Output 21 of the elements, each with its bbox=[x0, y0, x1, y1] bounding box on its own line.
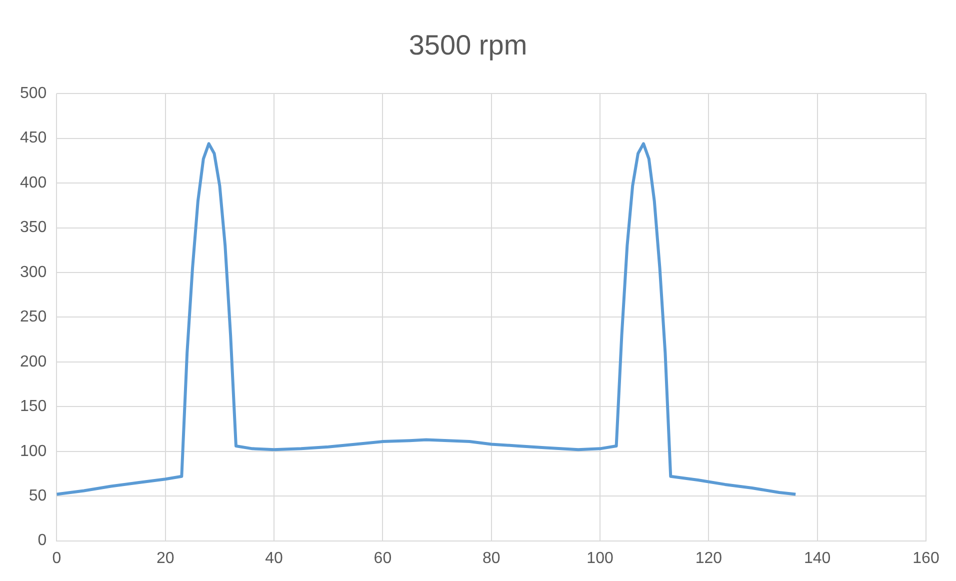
y-tick-label: 200 bbox=[20, 353, 47, 370]
x-tick-label: 100 bbox=[586, 550, 614, 567]
x-tick-label: 160 bbox=[912, 550, 940, 567]
x-tick-label: 40 bbox=[265, 550, 284, 567]
y-tick-label: 350 bbox=[20, 219, 47, 236]
x-tick-label: 140 bbox=[804, 550, 831, 567]
y-tick-label: 450 bbox=[20, 130, 47, 147]
y-tick-label: 50 bbox=[28, 487, 47, 504]
y-tick-label: 300 bbox=[20, 264, 47, 281]
y-tick-label: 250 bbox=[20, 308, 47, 326]
x-tick-label: 20 bbox=[156, 550, 174, 567]
y-tick-label: 150 bbox=[20, 398, 47, 416]
x-tick-label: 0 bbox=[52, 550, 62, 567]
y-tick-label: 500 bbox=[20, 85, 47, 102]
x-tick-label: 80 bbox=[482, 550, 500, 567]
chart-title: 3500 rpm bbox=[408, 30, 528, 61]
y-tick-label: 0 bbox=[38, 532, 47, 550]
x-tick-label: 120 bbox=[695, 550, 722, 567]
y-tick-label: 400 bbox=[20, 174, 47, 192]
x-tick-label: 60 bbox=[374, 550, 392, 567]
y-tick-label: 100 bbox=[20, 442, 47, 460]
